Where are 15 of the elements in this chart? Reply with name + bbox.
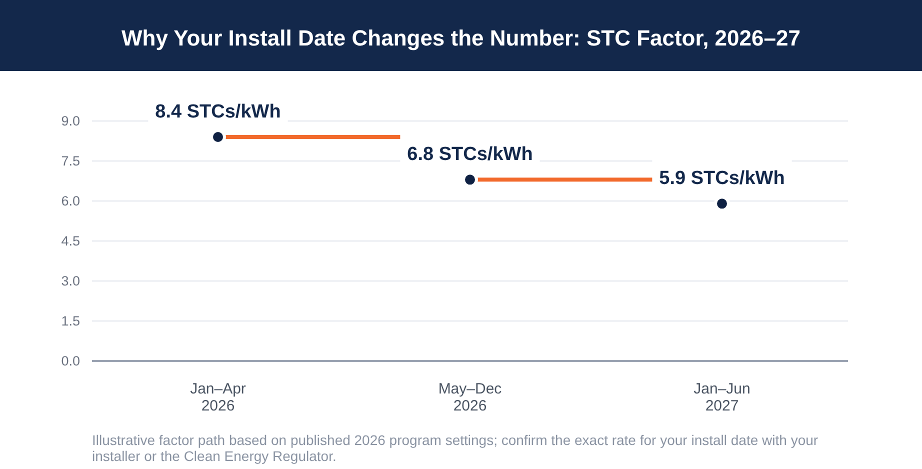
y-tick-label: 1.5 [61, 314, 80, 328]
x-tick-label: Jan–Jun 2027 [694, 380, 750, 414]
y-tick-label: 9.0 [61, 114, 80, 128]
x-tick-label: May–Dec 2026 [438, 380, 502, 414]
data-label: 8.4 STCs/kWh [155, 102, 281, 122]
chart-title: Why Your Install Date Changes the Number: STC Factor, 2026–27 [122, 26, 800, 50]
y-tick-label: 7.5 [61, 154, 80, 168]
y-tick-label: 6.0 [61, 194, 80, 208]
y-tick-label: 4.5 [61, 234, 80, 248]
data-label: 6.8 STCs/kWh [407, 144, 533, 166]
text: Illustrative factor path based on published 2026 program settings; confirm the exact rate for your install date with your installer or the Clean Energy Regulator. [92, 432, 818, 464]
data-label: 5.9 STCs/kWh [659, 168, 785, 190]
y-tick-label: 0.0 [61, 354, 80, 368]
y-tick-label: 3.0 [61, 274, 80, 288]
x-tick-label: Jan–Apr 2026 [190, 380, 246, 414]
